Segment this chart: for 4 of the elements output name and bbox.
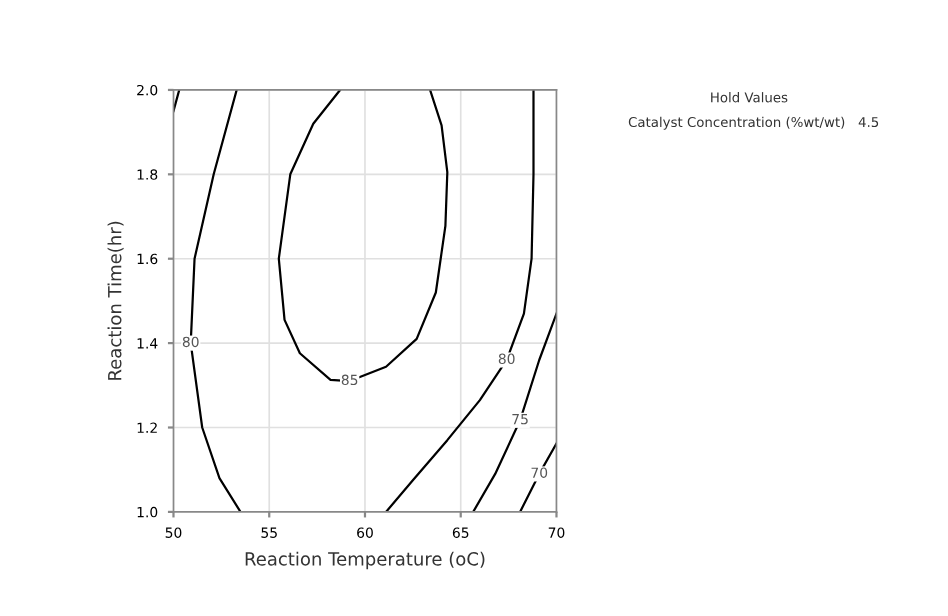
line-series [472, 312, 557, 512]
y-axis-title: Reaction Time(hr) [107, 221, 124, 380]
line-series [384, 89, 535, 512]
x-axis-title: Reaction Temperature (oC) [245, 551, 485, 570]
